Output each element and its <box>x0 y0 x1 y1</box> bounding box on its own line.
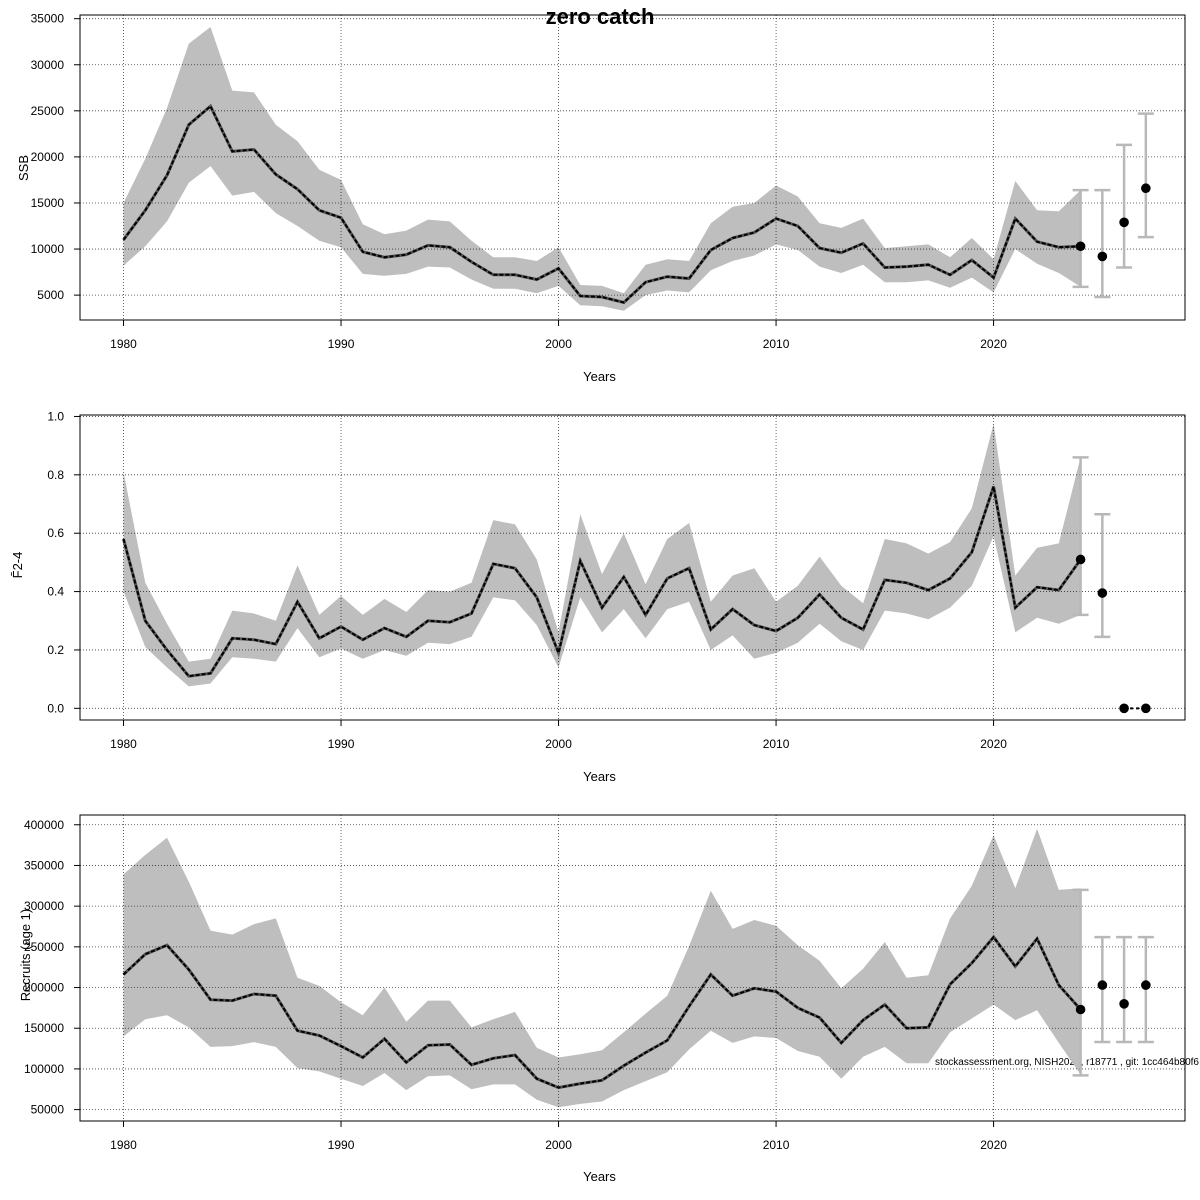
x-axis-label: Years <box>583 1169 616 1184</box>
point-last-year <box>1075 241 1086 252</box>
x-axis-label: Years <box>583 769 616 784</box>
confidence-band <box>123 27 1081 311</box>
point-projection <box>1119 217 1129 228</box>
x-tick-label: 2010 <box>763 337 790 351</box>
estimate-line <box>122 104 1081 304</box>
y-tick-label: 5000 <box>37 288 64 302</box>
x-axis-label: Years <box>583 369 616 384</box>
y-tick-label: 350000 <box>24 858 64 872</box>
chart-title: zero catch <box>546 4 655 29</box>
panel-1: 1980 1990 2000 2010 2020 5000 10000 15000 20000 2… <box>16 12 1186 384</box>
y-tick-label: 35000 <box>31 12 65 26</box>
y-tick-label: 1.0 <box>47 409 64 423</box>
x-tick-label: 1990 <box>328 1138 355 1152</box>
y-tick-label: 0.8 <box>47 468 64 482</box>
confidence-band <box>123 423 1081 687</box>
x-tick-label: 1980 <box>110 1138 137 1152</box>
estimate-line-shadow <box>122 934 1082 1090</box>
x-tick-label: 1980 <box>110 737 137 751</box>
y-tick-label: 0.6 <box>47 526 64 540</box>
y-tick-label: 15000 <box>31 196 65 210</box>
point-last-year <box>1075 554 1086 565</box>
x-tick-label: 2000 <box>545 1138 572 1152</box>
y-tick-label: 0.2 <box>47 643 64 657</box>
y-tick-label: 30000 <box>31 58 65 72</box>
x-tick-label: 1990 <box>328 337 355 351</box>
point-projection <box>1097 980 1108 990</box>
x-tick-label: 1990 <box>328 737 355 751</box>
x-tick-label: 2020 <box>980 337 1007 351</box>
point-last-year <box>1075 1004 1086 1015</box>
x-tick-label: 2020 <box>980 1138 1007 1152</box>
credit-text: stockassessment.org, NISH2025, r18771 , … <box>935 1057 1199 1068</box>
y-tick-label: 250000 <box>24 940 64 954</box>
y-tick-label: 10000 <box>31 242 65 256</box>
point-projection <box>1141 183 1151 194</box>
point-projection <box>1097 251 1108 262</box>
x-tick-label: 2010 <box>763 1138 790 1152</box>
estimate-line <box>122 486 1082 678</box>
y-axis-label: Recruits (age 1) <box>18 909 33 1001</box>
x-tick-label: 2010 <box>763 737 790 751</box>
panel-3: 1980 1990 2000 2010 2020 50000 100000 150000 200… <box>18 814 1186 1184</box>
point-projection <box>1097 588 1108 598</box>
y-tick-label: 25000 <box>31 104 65 118</box>
y-axis-label: F̄2-4 <box>10 552 25 579</box>
x-tick-label: 1980 <box>110 337 137 351</box>
y-axis-label: SSB <box>16 155 31 181</box>
point-projection <box>1141 703 1151 714</box>
point-projection <box>1141 980 1151 990</box>
point-projection <box>1119 999 1129 1009</box>
y-tick-label: 200000 <box>24 981 64 995</box>
y-tick-label: 0.4 <box>47 585 64 599</box>
y-tick-label: 50000 <box>31 1103 65 1117</box>
confidence-band <box>123 828 1081 1108</box>
y-tick-label: 20000 <box>31 150 65 164</box>
y-tick-label: 0.0 <box>47 701 64 715</box>
panel-2: 1980 1990 2000 2010 2020 0.0 0.2 0.4 0.6 0.8 1.0 Ye… <box>10 409 1186 784</box>
plot-frame <box>79 814 1186 1122</box>
y-tick-label: 400000 <box>24 818 64 832</box>
plot-frame <box>79 14 1186 321</box>
x-tick-label: 2000 <box>545 337 572 351</box>
y-tick-label: 100000 <box>24 1062 64 1076</box>
plot-frame <box>79 414 1186 721</box>
y-tick-label: 300000 <box>24 899 64 913</box>
x-tick-label: 2000 <box>545 737 572 751</box>
x-tick-label: 2020 <box>980 737 1007 751</box>
y-tick-label: 150000 <box>24 1021 64 1035</box>
